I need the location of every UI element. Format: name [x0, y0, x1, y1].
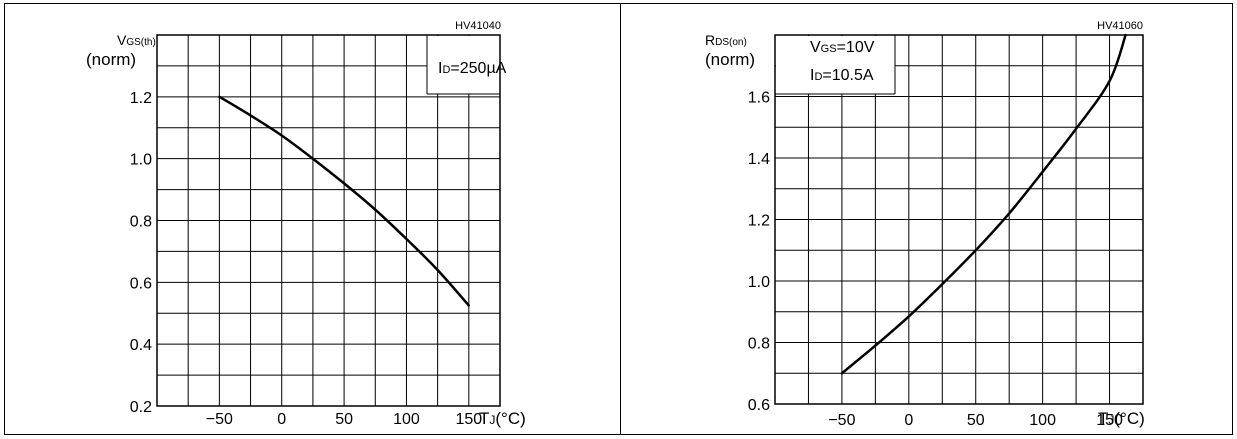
x-axis-label-main: T [1098, 409, 1108, 428]
data-curve [218, 95, 471, 307]
data-curve [840, 33, 1127, 375]
annotation-text: VGS=10V [810, 39, 875, 56]
chart-rds-on: VGS=10V ID=10.5A HV41060 RDS(on) (norm) T… [705, 20, 1145, 429]
y-tick-label: 0.8 [748, 336, 770, 353]
x-axis-label-unit: (°C) [495, 409, 525, 428]
panel-divider [620, 3, 621, 435]
x-tick-label: −50 [828, 412, 855, 429]
y-tick-label: 1.0 [748, 274, 770, 291]
y-tick-label: 1.2 [130, 90, 152, 107]
y-axis-label-main: V [117, 32, 127, 48]
x-tick-label: 0 [904, 412, 913, 429]
y-tick-label: 1.2 [748, 213, 770, 230]
y-axis-label: RDS(on) [705, 32, 747, 48]
y-tick-label: 1.0 [130, 152, 152, 169]
x-tick-label: 0 [277, 411, 286, 428]
x-tick-label: 50 [967, 412, 985, 429]
figure-id: HV41060 [1097, 20, 1143, 32]
figure-frame [4, 3, 1233, 435]
x-axis-label: TJ(°C) [1098, 409, 1145, 428]
annotation-text: ID=250µA [438, 60, 507, 77]
y-axis-unit: (norm) [86, 50, 136, 69]
y-tick-label: 0.4 [130, 337, 152, 354]
y-tick-label: 1.6 [748, 90, 770, 107]
x-tick-label: 150 [1096, 412, 1123, 429]
x-axis-label-unit: (°C) [1114, 409, 1144, 428]
chart-curve-group [218, 95, 471, 307]
x-axis-label-sub: J [1108, 413, 1114, 427]
y-tick-label: 0.2 [130, 399, 152, 416]
annotation-group: ID=250µA [426, 35, 507, 95]
y-axis-unit: (norm) [705, 50, 755, 69]
plot-frame [156, 34, 501, 407]
y-tick-label: 0.6 [130, 275, 152, 292]
x-axis-label-main: T [479, 409, 489, 428]
y-tick-label: 1.4 [748, 151, 770, 168]
y-tick-label: 0.8 [130, 214, 152, 231]
x-axis-label: TJ(°C) [479, 409, 526, 428]
chart-vgs-threshold: ID=250µA HV41040 VGS(th) (norm) TJ(°C) 0… [86, 20, 526, 428]
annotation-text: ID=10.5A [810, 67, 874, 84]
chart-grid [774, 34, 1144, 405]
x-tick-label: −50 [206, 411, 233, 428]
x-tick-label: 100 [1029, 412, 1056, 429]
y-axis-label-sub: DS(on) [715, 37, 747, 48]
annotation-box [427, 36, 499, 94]
y-axis-label-main: R [705, 32, 715, 48]
x-tick-label: 50 [335, 411, 353, 428]
annotation-box [776, 36, 895, 94]
y-tick-label: 0.6 [748, 397, 770, 414]
annotation-group: VGS=10V ID=10.5A [775, 35, 896, 95]
figure-id: HV41040 [455, 20, 501, 32]
x-tick-label: 150 [455, 411, 482, 428]
plot-frame [774, 34, 1144, 405]
x-tick-label: 100 [393, 411, 420, 428]
x-axis-label-sub: J [489, 413, 495, 427]
y-axis-label: VGS(th) [117, 32, 156, 48]
y-axis-label-sub: GS(th) [126, 37, 155, 48]
chart-curve-group [840, 33, 1127, 375]
chart-grid [156, 34, 501, 407]
